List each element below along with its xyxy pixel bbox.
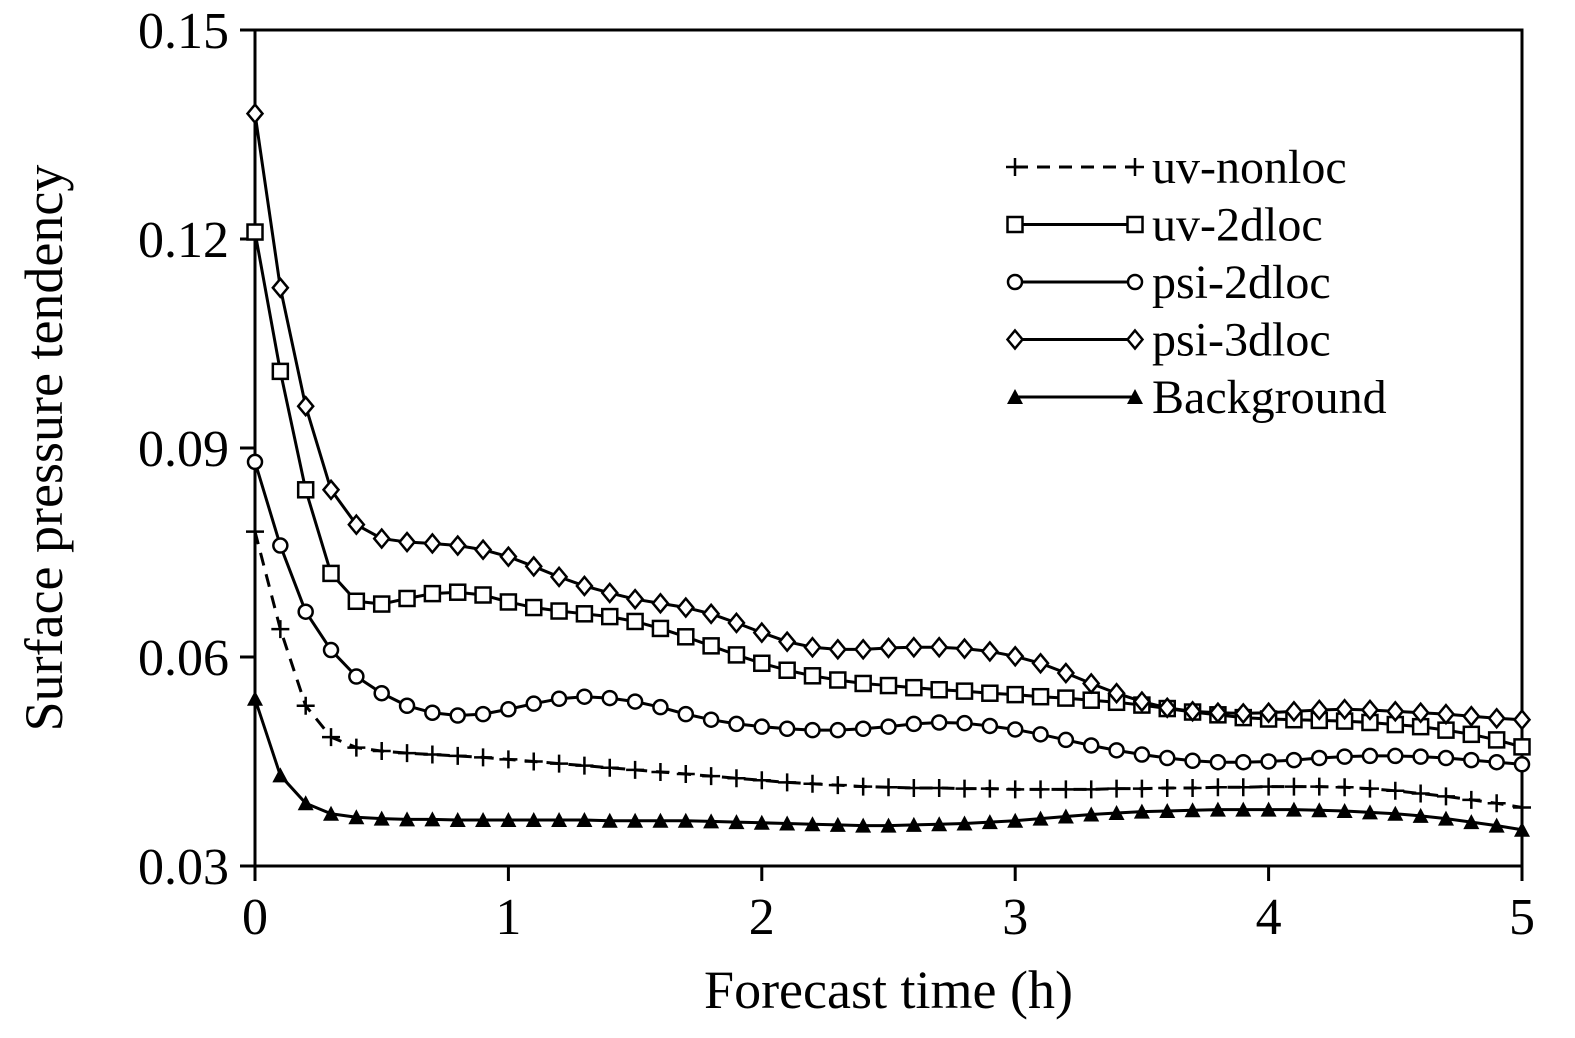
y-tick-label: 0.09 (138, 421, 229, 478)
legend: uv-nonlocuv-2dlocpsi-2dlocpsi-3dlocBackg… (1005, 141, 1387, 424)
series-uv-2dloc (246, 223, 1531, 756)
y-axis-title: Surface pressure tendency (14, 165, 74, 732)
series-psi-3dloc (245, 102, 1532, 731)
y-tick-label: 0.03 (138, 839, 229, 896)
legend-item-psi-3dloc: psi-3dloc (1005, 314, 1331, 367)
y-axis: 0.03 0.06 0.09 0.12 0.15 (138, 3, 255, 896)
series-psi-2dloc (246, 453, 1531, 773)
legend-label: psi-3dloc (1152, 314, 1331, 367)
x-tick-label: 5 (1509, 889, 1535, 946)
legend-label: uv-2dloc (1152, 199, 1323, 252)
legend-item-psi-2dloc: psi-2dloc (1006, 256, 1331, 309)
legend-item-uv-2dloc: uv-2dloc (1006, 199, 1323, 252)
series-Background (247, 690, 1530, 837)
x-tick-label: 2 (749, 889, 775, 946)
x-tick-label: 1 (495, 889, 521, 946)
y-tick-label: 0.15 (138, 3, 229, 60)
series-uv-nonloc (246, 522, 1531, 817)
legend-item-uv-nonloc: uv-nonloc (1006, 141, 1347, 194)
legend-label: Background (1152, 371, 1387, 424)
x-tick-label: 0 (242, 889, 268, 946)
legend-label: psi-2dloc (1152, 256, 1331, 309)
y-tick-label: 0.06 (138, 630, 229, 687)
x-axis-title: Forecast time (h) (704, 960, 1073, 1020)
y-tick-label: 0.12 (138, 212, 229, 269)
x-axis: 0 1 2 3 4 5 (242, 866, 1535, 946)
legend-label: uv-nonloc (1152, 141, 1347, 194)
x-tick-label: 3 (1002, 889, 1028, 946)
x-tick-label: 4 (1256, 889, 1282, 946)
legend-item-Background: Background (1007, 371, 1387, 424)
